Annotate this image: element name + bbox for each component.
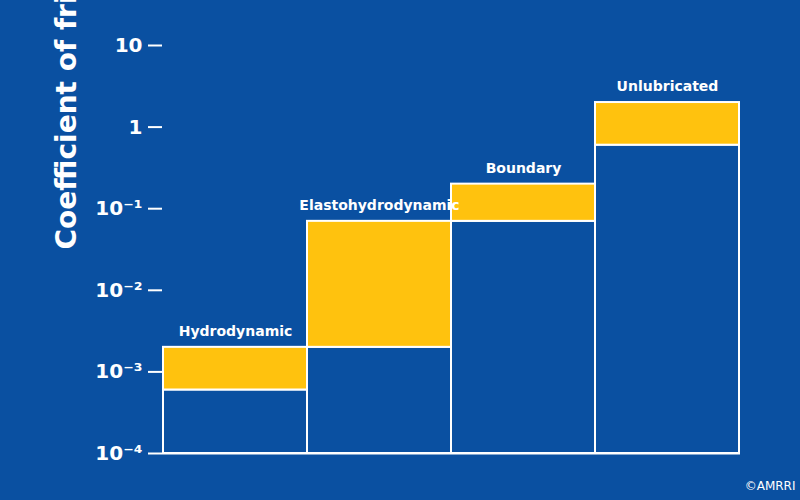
svg-text:10⁻¹: 10⁻¹ <box>95 196 142 220</box>
svg-text:10⁻⁴: 10⁻⁴ <box>95 441 142 465</box>
svg-text:©AMRRI: ©AMRRI <box>745 479 796 493</box>
svg-text:1: 1 <box>129 115 143 139</box>
svg-text:Boundary: Boundary <box>486 160 562 176</box>
svg-text:10⁻²: 10⁻² <box>95 278 142 302</box>
svg-text:Elastohydrodynamic: Elastohydrodynamic <box>299 197 459 213</box>
svg-text:10⁻³: 10⁻³ <box>95 359 142 383</box>
svg-text:Unlubricated: Unlubricated <box>617 78 719 94</box>
svg-text:Coefficient of friction, μ: Coefficient of friction, μ <box>50 0 83 250</box>
svg-text:10: 10 <box>115 33 143 57</box>
svg-text:Hydrodynamic: Hydrodynamic <box>179 323 293 339</box>
